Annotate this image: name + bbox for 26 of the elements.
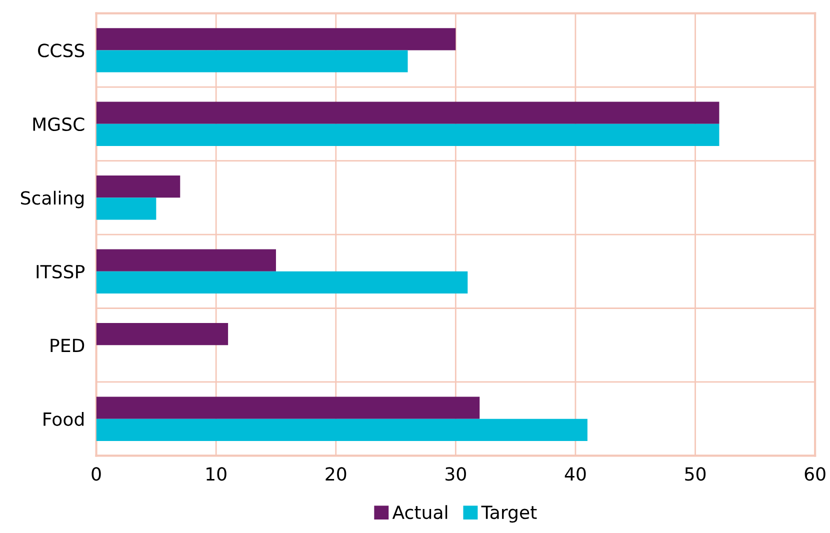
legend-label: Actual	[392, 505, 448, 520]
bar	[96, 102, 720, 124]
bar	[96, 124, 720, 146]
y-tick-label: MGSC	[33, 117, 84, 132]
x-tick-label: 10	[206, 467, 226, 481]
bar	[96, 271, 468, 294]
y-tick-label: ITSSP	[36, 264, 85, 278]
bar	[96, 418, 588, 441]
bar	[96, 50, 408, 72]
x-tick-label: 60	[804, 467, 826, 481]
x-tick-label: 50	[685, 467, 706, 481]
x-tick-label: 30	[446, 467, 466, 481]
x-tick-label: 0	[92, 467, 101, 481]
y-tick-label: Scaling	[20, 190, 84, 208]
bar	[96, 323, 228, 346]
bar	[96, 396, 480, 419]
bar	[96, 28, 456, 50]
y-tick-label: PED	[50, 338, 84, 352]
y-tick-label: CCSS	[38, 44, 84, 58]
bar	[96, 198, 156, 220]
legend-label: Target	[481, 506, 537, 523]
y-tick-label: Food	[44, 412, 84, 426]
x-tick-label: 40	[564, 467, 586, 481]
bar	[96, 176, 180, 198]
x-tick-label: 20	[326, 467, 346, 481]
bar	[96, 249, 276, 272]
